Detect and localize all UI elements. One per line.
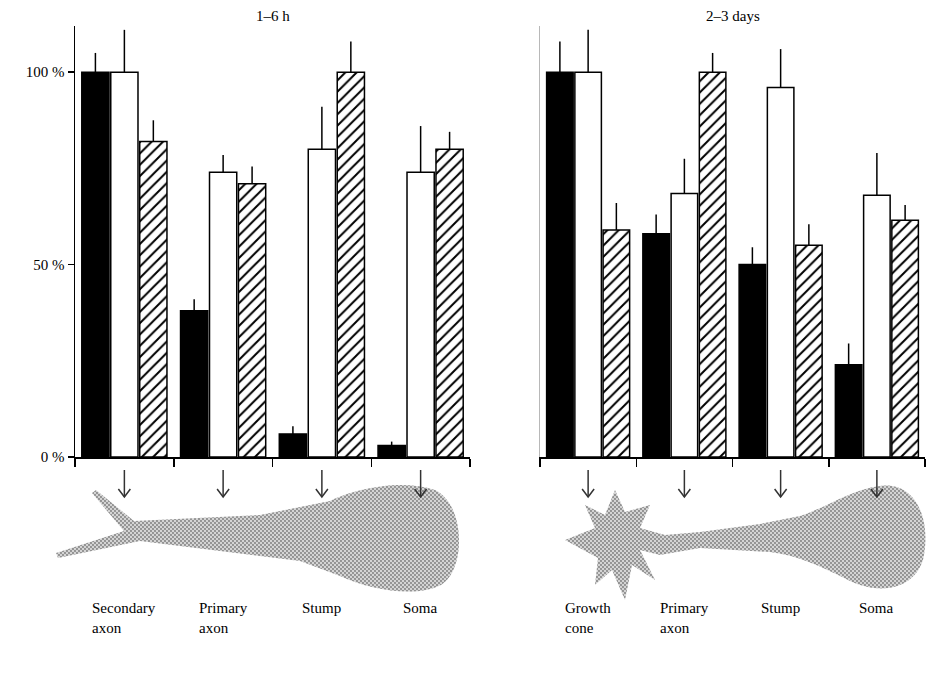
svg-text:0 %: 0 %	[41, 449, 65, 465]
svg-text:Soma: Soma	[403, 600, 438, 616]
svg-text:100 %: 100 %	[26, 64, 65, 80]
svg-text:Secondaryaxon: Secondaryaxon	[92, 600, 156, 636]
svg-text:Stump: Stump	[761, 600, 800, 616]
svg-text:Soma: Soma	[859, 600, 894, 616]
svg-text:1–6 h: 1–6 h	[256, 8, 290, 24]
svg-text:50 %: 50 %	[33, 257, 64, 273]
svg-text:Stump: Stump	[302, 600, 341, 616]
svg-text:2–3 days: 2–3 days	[706, 8, 760, 24]
svg-text:Primaryaxon: Primaryaxon	[199, 600, 248, 636]
svg-text:Primaryaxon: Primaryaxon	[660, 600, 709, 636]
svg-text:Growthcone: Growthcone	[565, 600, 611, 636]
